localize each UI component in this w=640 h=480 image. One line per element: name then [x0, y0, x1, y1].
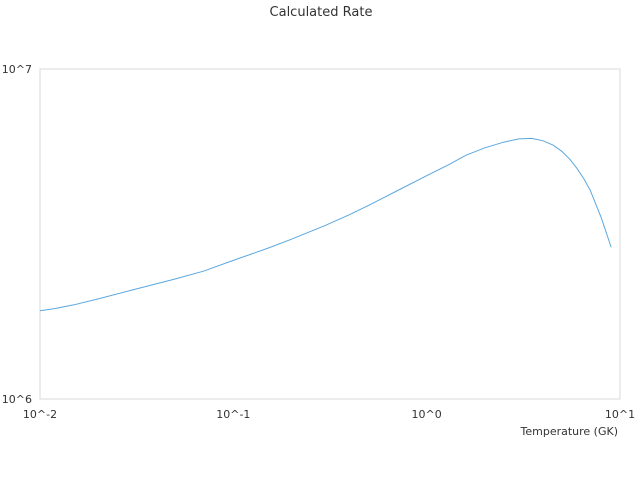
- x-tick-label: 10^1: [605, 408, 635, 421]
- series-group: [39, 137, 612, 312]
- y-axis: 10^6 10^7: [2, 63, 32, 406]
- x-tick-label: 10^0: [412, 408, 442, 421]
- plot-area: [39, 68, 621, 400]
- series-line: [39, 137, 612, 312]
- y-tick-label: 10^6: [2, 393, 32, 406]
- chart-title: Calculated Rate: [270, 5, 373, 20]
- x-tick-label: 10^-2: [23, 408, 57, 421]
- x-axis-label: Temperature (GK): [520, 425, 619, 438]
- x-axis: 10^-2 10^-1 10^0 10^1: [23, 408, 635, 421]
- y-tick-label: 10^7: [2, 63, 32, 76]
- x-tick-label: 10^-1: [216, 408, 250, 421]
